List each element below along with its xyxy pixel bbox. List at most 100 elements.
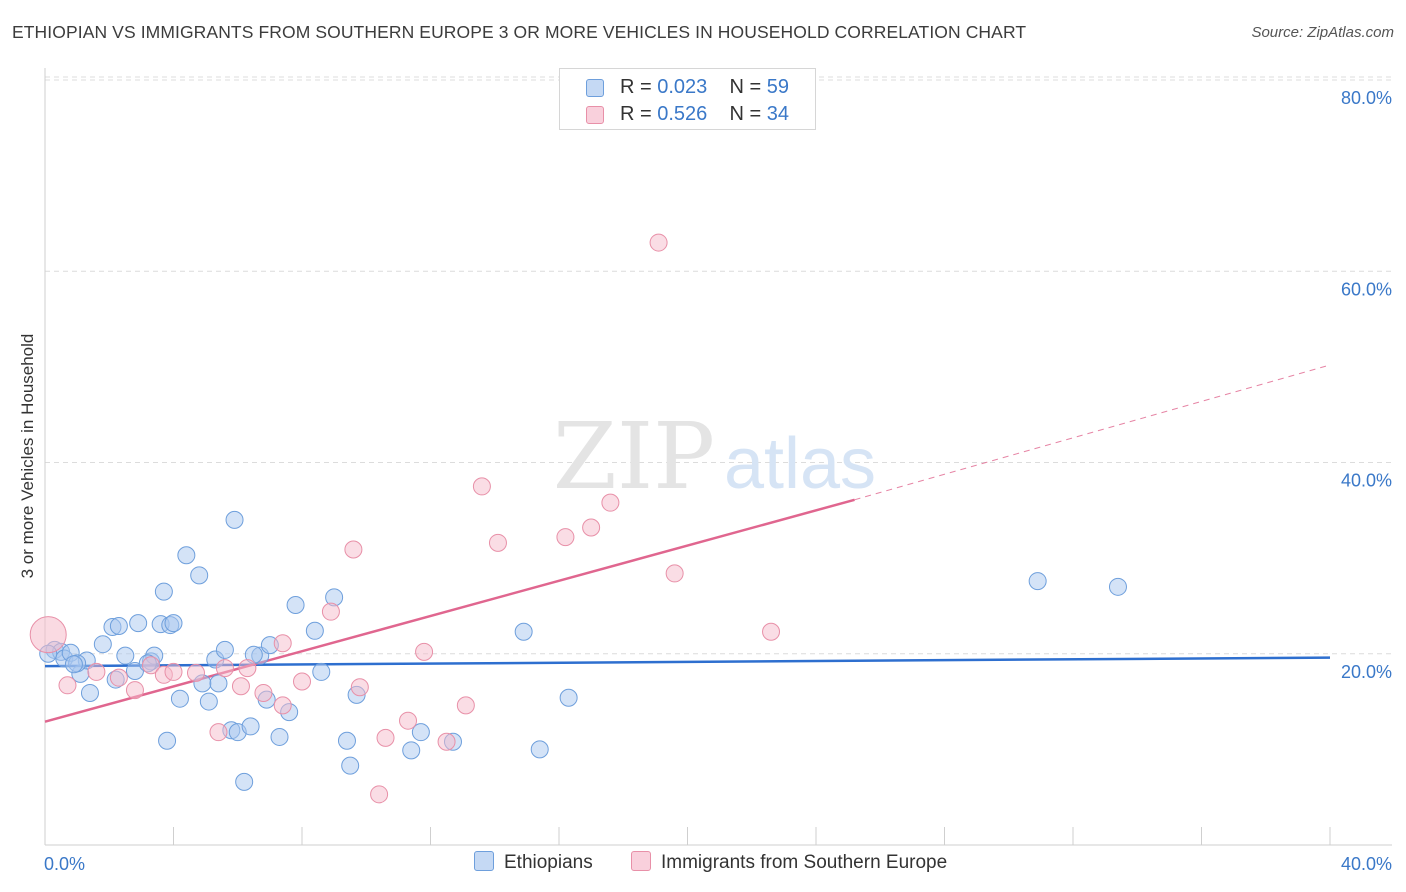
southern-europe-point [209,723,228,742]
southern-europe-point [273,634,292,653]
ethiopian-point [177,546,196,565]
southern-europe-point [87,662,106,681]
ethiopian-point [199,692,218,711]
southern-europe-point [488,533,507,552]
southern-europe-trend-extension [854,364,1331,501]
ethiopian-point [1108,577,1127,596]
series-swatch-blue [474,851,494,871]
series-label-ethiopians: Ethiopians [504,852,593,873]
y-tick-label: 20.0% [1341,662,1392,682]
x-tick-label-min: 0.0% [44,854,85,874]
southern-europe-point [254,683,273,702]
y-axis-label: 3 or more Vehicles in Household [18,333,37,579]
southern-europe-point [649,233,668,252]
legend-text-southern-europe: R = 0.526 N = 34 [620,103,789,126]
ethiopian-point [1028,572,1047,591]
legend-swatch-pink [586,106,604,124]
series-label-southern-europe: Immigrants from Southern Europe [661,852,948,873]
ethiopians-trend-line [44,656,1331,668]
watermark: ZIP atlas [553,403,876,510]
southern-europe-point [58,676,77,695]
grid-lines [45,76,1392,655]
southern-europe-point [109,668,128,687]
legend-n-value: 34 [766,103,790,125]
ethiopian-point [158,731,177,750]
southern-europe-point [456,696,475,715]
southern-europe-point [125,681,144,700]
southern-europe-point [556,528,575,547]
series-legend: Ethiopians Immigrants from Southern Euro… [0,851,1406,879]
watermark-atlas: atlas [724,424,876,504]
legend-swatch-blue [586,79,604,97]
series-legend-ethiopians[interactable]: Ethiopians [474,851,593,874]
southern-europe-point [472,477,491,496]
southern-europe-point [370,785,389,804]
ethiopian-point [559,688,578,707]
legend-r-label: R = [620,76,658,98]
southern-europe-point [376,728,395,747]
legend-n-value: 59 [766,76,790,98]
ethiopian-point [270,727,289,746]
ethiopian-point [64,655,83,674]
trend-lines [44,364,1331,723]
ethiopian-point [530,740,549,759]
ethiopian-point [109,617,128,636]
source-label: Source: ZipAtlas.com [1251,24,1394,41]
southern-europe-point [231,677,250,696]
southern-europe-point [29,616,67,654]
southern-europe-point [344,540,363,559]
series-swatch-pink [631,851,651,871]
y-tick-label: 60.0% [1341,279,1392,299]
ethiopian-point [411,723,430,742]
southern-europe-point [601,493,620,512]
ethiopian-point [116,646,135,665]
correlation-legend: R = 0.023 N = 59 R = 0.526 N = 34 [559,68,816,130]
y-tick-label: 80.0% [1341,88,1392,108]
ethiopian-point [514,622,533,641]
ethiopian-point [215,640,234,659]
ethiopian-point [225,510,244,529]
southern-europe-point [273,696,292,715]
legend-r-value: 0.023 [657,76,708,98]
axes [44,68,1392,846]
legend-r-value: 0.526 [657,103,708,125]
southern-europe-point [350,678,369,697]
legend-text-ethiopians: R = 0.023 N = 59 [620,76,789,99]
ethiopian-point [129,614,148,633]
legend-n-label: N = [729,76,767,98]
ethiopian-point [209,674,228,693]
southern-europe-point [582,518,601,537]
southern-europe-point [437,732,456,751]
southern-europe-point [238,659,257,678]
southern-europe-point [293,672,311,691]
data-points [29,233,1127,804]
ethiopian-point [170,689,189,708]
y-tick-label: 40.0% [1341,471,1392,491]
ethiopian-point [341,756,360,775]
southern-europe-point [665,564,684,583]
tick-labels: 20.0% 40.0% 60.0% 80.0% 0.0% 40.0% [44,88,1392,874]
ethiopian-point [190,566,209,585]
ethiopian-point [337,731,356,750]
southern-europe-point [186,663,205,682]
southern-europe-point [415,642,434,661]
ethiopian-point [402,741,421,760]
legend-n-label: N = [729,103,767,125]
x-tick-label-max: 40.0% [1341,854,1392,874]
ethiopian-point [241,717,260,736]
ethiopian-point [305,621,324,640]
southern-europe-point [321,602,340,621]
watermark-zip: ZIP [553,403,715,510]
southern-europe-point [399,711,418,730]
ethiopian-point [93,635,112,654]
ethiopian-point [286,595,305,614]
southern-europe-trend-line [44,498,855,723]
southern-europe-point [142,656,161,675]
ethiopian-point [80,683,99,702]
series-legend-southern-europe[interactable]: Immigrants from Southern Europe [631,851,947,874]
ethiopian-point [164,614,183,633]
ethiopian-point [312,662,331,681]
ethiopian-point [154,582,173,601]
ethiopian-point [235,772,254,791]
southern-europe-point [164,662,183,681]
